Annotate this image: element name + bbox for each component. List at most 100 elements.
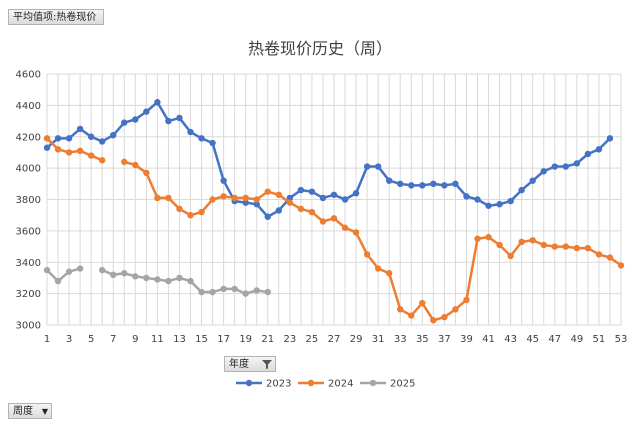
data-point-2023: [264, 213, 271, 220]
data-point-2025: [198, 288, 205, 296]
data-point-2024: [165, 194, 172, 202]
data-point-2025: [143, 274, 150, 282]
data-point-2025: [154, 276, 161, 283]
data-point-2023: [308, 188, 316, 195]
data-point-2024: [408, 312, 415, 319]
y-tick-label: 3200: [16, 289, 41, 300]
data-point-2024: [606, 254, 614, 261]
data-point-2024: [176, 205, 183, 213]
data-point-2025: [264, 288, 271, 296]
data-point-2025: [65, 268, 73, 275]
legend: 2023 2024 2025: [236, 379, 415, 390]
data-point-2025: [253, 287, 260, 294]
data-point-2024: [374, 265, 382, 272]
data-point-2024: [341, 224, 349, 231]
data-point-2025: [121, 270, 128, 277]
y-axis-ticks: 3000 3200 3400 3600 3800 4000 4200 4400 4600: [16, 70, 41, 332]
data-point-2024: [65, 149, 73, 156]
data-point-2023: [606, 135, 614, 142]
data-point-2024: [264, 188, 271, 195]
data-point-2024: [98, 157, 106, 164]
data-point-2024: [198, 208, 205, 216]
data-point-2023: [110, 131, 117, 139]
data-point-2023: [507, 197, 514, 205]
x-tick-label: 37: [438, 334, 451, 345]
data-point-2025: [209, 288, 216, 296]
y-tick-label: 4000: [16, 164, 41, 175]
x-tick-label: 29: [350, 334, 363, 345]
data-point-2023: [319, 194, 327, 202]
data-point-2023: [363, 163, 371, 170]
legend-item-2024: 2024: [298, 379, 353, 390]
data-point-2024: [540, 241, 547, 249]
data-point-2025: [98, 266, 106, 274]
legend-marker-2025: [369, 379, 377, 387]
data-point-2024: [584, 244, 592, 252]
data-point-2025: [242, 290, 249, 297]
data-point-2023: [330, 191, 338, 198]
data-point-2023: [176, 114, 183, 122]
x-tick-label: 27: [328, 334, 341, 345]
data-point-2023: [540, 168, 547, 175]
series-2025: [43, 265, 271, 297]
legend-marker-2023: [245, 379, 253, 387]
pivot-row-field-button[interactable]: 周度 ▼: [8, 403, 52, 419]
data-point-2025: [231, 285, 238, 293]
y-tick-label: 4600: [16, 70, 41, 81]
data-point-2023: [518, 186, 525, 194]
data-point-2023: [242, 199, 249, 206]
series-line-2024: [123, 160, 622, 322]
data-point-2024: [143, 169, 150, 177]
data-point-2023: [397, 180, 404, 188]
data-point-2023: [341, 196, 349, 203]
data-point-2024: [507, 252, 514, 260]
pivot-value-field-button[interactable]: 平均值项:热卷现价: [8, 9, 104, 25]
data-point-2024: [275, 191, 283, 198]
x-tick-label: 43: [504, 334, 517, 345]
pivot-column-field-button[interactable]: 年度: [224, 356, 276, 372]
data-point-2023: [474, 196, 481, 203]
data-point-2024: [485, 233, 492, 241]
data-point-2023: [573, 160, 581, 167]
data-point-2024: [352, 229, 360, 236]
data-point-2025: [176, 274, 183, 282]
x-axis-ticks: 1 3 5 7 9 11 13 15 17 19 21 23 25 27 29 31 33 35 37 39 41 43 4…: [44, 334, 628, 345]
data-point-2025: [110, 271, 117, 278]
legend-item-2025: 2025: [360, 379, 415, 390]
data-point-2025: [187, 277, 194, 285]
data-point-2023: [551, 163, 558, 170]
data-point-2023: [132, 116, 139, 123]
data-point-2024: [430, 317, 437, 324]
x-tick-label: 33: [394, 334, 407, 345]
data-point-2024: [297, 205, 305, 213]
data-point-2024: [529, 237, 536, 244]
series-line-2023: [46, 100, 611, 219]
x-tick-label: 15: [195, 334, 208, 345]
x-tick-label: 25: [306, 334, 319, 345]
data-point-2024: [562, 243, 570, 250]
filter-icon[interactable]: [261, 358, 273, 370]
data-point-2024: [496, 241, 503, 249]
x-tick-label: 21: [261, 334, 274, 345]
data-point-2023: [76, 125, 84, 133]
data-point-2023: [165, 117, 172, 125]
data-point-2024: [518, 238, 525, 246]
y-tick-label: 3400: [16, 258, 41, 269]
chevron-down-icon[interactable]: ▼: [41, 407, 48, 416]
x-tick-label: 23: [283, 334, 296, 345]
x-tick-label: 13: [173, 334, 186, 345]
data-point-2024: [43, 135, 51, 142]
x-tick-label: 53: [615, 334, 628, 345]
data-point-2024: [121, 158, 128, 166]
data-point-2023: [562, 163, 570, 170]
data-point-2025: [54, 277, 62, 285]
row-field-label: 周度: [13, 406, 33, 417]
data-point-2024: [474, 235, 481, 242]
x-tick-label: 49: [570, 334, 583, 345]
data-point-2024: [617, 262, 625, 269]
y-tick-label: 4200: [16, 132, 41, 143]
data-point-2023: [485, 202, 492, 209]
data-point-2023: [87, 133, 95, 140]
chart-title: 热卷现价历史（周）: [248, 39, 392, 58]
x-tick-label: 47: [548, 334, 561, 345]
